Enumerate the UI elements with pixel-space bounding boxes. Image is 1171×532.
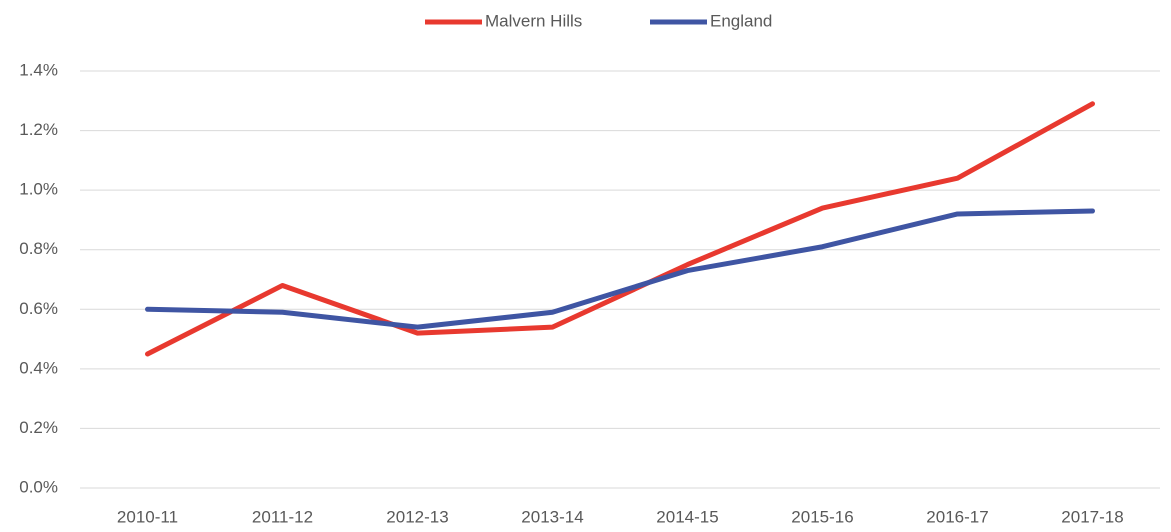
legend-label: England [710,11,772,30]
series-line [145,208,1095,330]
x-tick-label: 2017-18 [1061,507,1123,526]
x-tick-label: 2011-12 [252,507,313,526]
y-tick-label: 1.2% [19,120,58,139]
y-tick-label: 0.0% [19,477,58,496]
y-tick-label: 0.6% [19,299,58,318]
x-tick-label: 2013-14 [521,507,583,526]
y-tick-label: 1.4% [19,60,58,79]
y-tick-label: 0.2% [19,418,58,437]
y-tick-label: 0.8% [19,239,58,258]
x-tick-label: 2014-15 [656,507,718,526]
x-tick-label: 2012-13 [386,507,448,526]
y-tick-label: 1.0% [19,180,58,199]
y-tick-label: 0.4% [19,358,58,377]
legend-label: Malvern Hills [485,11,582,30]
x-tick-label: 2010-11 [117,507,178,526]
series-line [145,101,1095,357]
x-tick-label: 2016-17 [926,507,988,526]
x-tick-label: 2015-16 [791,507,853,526]
